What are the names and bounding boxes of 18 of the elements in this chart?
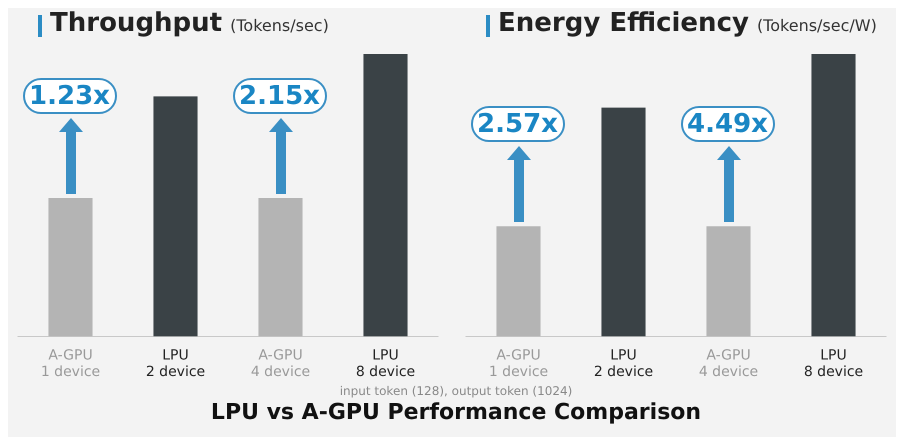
x-tick-label: LPU 8 device (356, 347, 416, 380)
annotation: 2.15x (232, 78, 326, 114)
x-tick-label: A-GPU 1 device (488, 347, 548, 380)
x-tick-label: A-GPU 1 device (40, 347, 100, 380)
x-tick-label: A-GPU 4 device (698, 347, 758, 380)
chart-subtitle: (Tokens/sec) (230, 16, 329, 35)
chart-subtitle: (Tokens/sec/W) (756, 16, 877, 35)
x-tick-label: LPU 8 device (804, 347, 864, 380)
x-tick-label: LPU 2 device (146, 347, 206, 380)
annotation: 2.57x (470, 106, 564, 142)
chart-title: Throughput (50, 8, 222, 38)
chart-title: Energy Efficiency (498, 8, 749, 38)
annotation: 4.49x (680, 106, 774, 142)
annotation: 1.23x (22, 78, 116, 114)
text: input token (128), output token (1024) (338, 384, 574, 398)
x-tick-label: LPU 2 device (594, 347, 654, 380)
text: LPU vs A-GPU Performance Comparison (210, 400, 702, 425)
x-tick-label: A-GPU 4 device (250, 347, 310, 380)
